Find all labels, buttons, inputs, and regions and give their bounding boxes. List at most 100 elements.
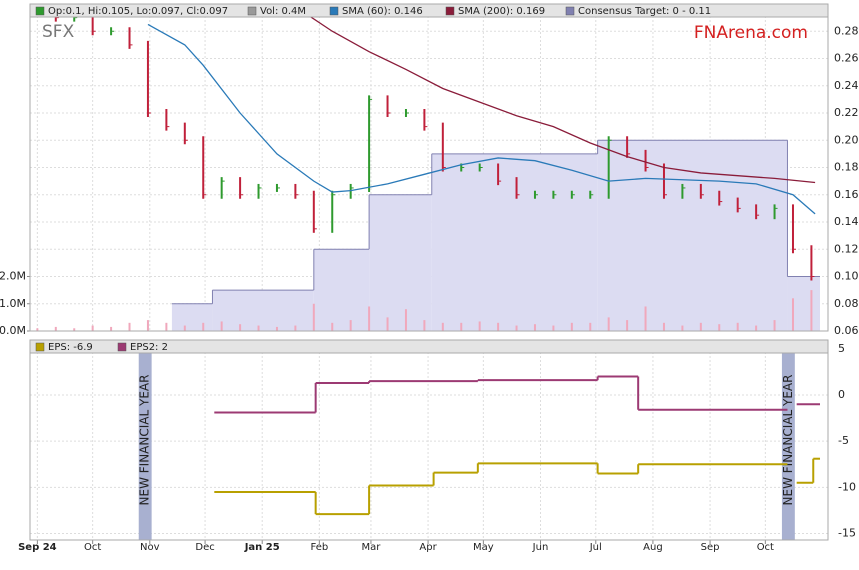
volume-bar xyxy=(73,328,76,331)
x-tick-label: Mar xyxy=(362,542,382,553)
volume-bar xyxy=(533,324,536,331)
sma-line xyxy=(295,6,816,184)
fy-band xyxy=(138,340,152,540)
volume-bar xyxy=(128,322,131,331)
volume-bar xyxy=(91,325,94,331)
y-tick-label: 0.26 xyxy=(834,52,859,65)
volume-bar xyxy=(312,303,315,331)
legend-label: SMA (200): 0.169 xyxy=(458,6,545,17)
x-tick-label: Aug xyxy=(643,542,663,553)
x-tick-label: Jul xyxy=(589,542,602,553)
legend-swatch xyxy=(565,6,575,16)
y-tick-label: 0.08 xyxy=(834,297,859,310)
volume-bar xyxy=(791,298,794,331)
consensus-step xyxy=(597,140,788,331)
consensus-step xyxy=(369,194,432,331)
volume-bar xyxy=(718,324,721,331)
volume-bar xyxy=(736,322,739,331)
volume-bar xyxy=(202,322,205,331)
brand: FNArena.com xyxy=(694,23,808,43)
legend-swatch xyxy=(329,6,339,16)
volume-bar xyxy=(681,325,684,331)
x-tick-label: May xyxy=(473,542,494,553)
x-tick-label: Sep xyxy=(701,542,720,553)
legend-swatch xyxy=(117,342,127,352)
consensus-step xyxy=(313,249,370,331)
volume-bar xyxy=(165,322,168,331)
y-tick-label: 0.22 xyxy=(834,106,859,119)
sma-line xyxy=(147,23,816,215)
consensus-step xyxy=(431,153,598,331)
volume-bar xyxy=(146,320,149,331)
y-tick-label: 0.20 xyxy=(834,133,859,146)
x-tick-label: Sep 24 xyxy=(18,542,57,553)
legend-swatch xyxy=(445,6,455,16)
y-tick-label: 0 xyxy=(838,388,845,401)
y-tick-label: 0.16 xyxy=(834,188,859,201)
x-tick-label: Oct xyxy=(757,542,774,553)
volume-bar xyxy=(386,317,389,331)
volume-bar xyxy=(294,325,297,331)
legend-bar xyxy=(29,3,829,18)
volume-bar xyxy=(239,324,242,331)
y-tick-label: 0.28 xyxy=(834,24,859,37)
y2-tick-label: 0.0M xyxy=(0,324,26,337)
volume-bar xyxy=(36,328,39,331)
y2-tick-label: 1.0M xyxy=(0,297,26,310)
volume-bar xyxy=(570,322,573,331)
volume-bar xyxy=(810,290,813,331)
legend-label: Op:0.1, Hi:0.105, Lo:0.097, Cl:0.097 xyxy=(48,6,228,17)
fy-label: NEW FINANCIAL YEAR xyxy=(781,375,795,506)
y-tick-label: 5 xyxy=(838,342,845,355)
y-tick-label: 0.12 xyxy=(834,242,859,255)
fy-label: NEW FINANCIAL YEAR xyxy=(138,375,152,506)
volume-bar xyxy=(773,320,776,331)
x-tick-label: Feb xyxy=(310,542,328,553)
legend-label: EPS2: 2 xyxy=(130,342,168,353)
ticker-title: SFX xyxy=(42,22,75,42)
volume-bar xyxy=(220,321,223,331)
frame xyxy=(29,339,829,541)
volume-bar xyxy=(404,309,407,331)
volume-bar xyxy=(110,326,113,331)
legend-swatch xyxy=(247,6,257,16)
legend-label: Consensus Target: 0 - 0.11 xyxy=(578,6,711,17)
volume-bar xyxy=(423,320,426,331)
y-tick-label: -15 xyxy=(838,527,856,540)
legend-swatch xyxy=(35,342,45,352)
volume-bar xyxy=(275,326,278,331)
volume-bar xyxy=(368,306,371,331)
consensus-step xyxy=(212,290,314,331)
volume-bar xyxy=(257,325,260,331)
x-tick-label: Jun xyxy=(532,542,549,553)
legend-swatch xyxy=(35,6,45,16)
volume-bar xyxy=(497,322,500,331)
volume-bar xyxy=(460,322,463,331)
y-tick-label: -5 xyxy=(838,434,849,447)
volume-bar xyxy=(441,322,444,331)
volume-bar xyxy=(552,325,555,331)
volume-bar xyxy=(331,322,334,331)
x-tick-label: Dec xyxy=(195,542,214,553)
y-tick-label: 0.24 xyxy=(834,79,859,92)
y-tick-label: 0.10 xyxy=(834,270,859,283)
y-tick-label: -10 xyxy=(838,480,856,493)
consensus-step xyxy=(171,303,213,331)
volume-bar xyxy=(515,325,518,331)
x-tick-label: Jan 25 xyxy=(244,542,280,553)
y-tick-label: 0.06 xyxy=(834,324,859,337)
plot-area xyxy=(29,339,829,541)
y-tick-label: 0.18 xyxy=(834,161,859,174)
volume-bar xyxy=(607,317,610,331)
volume-bar xyxy=(589,322,592,331)
volume-bar xyxy=(699,322,702,331)
y2-tick-label: 2.0M xyxy=(0,270,26,283)
volume-bar xyxy=(183,325,186,331)
volume-bar xyxy=(755,325,758,331)
volume-bar xyxy=(626,320,629,331)
volume-bar xyxy=(478,321,481,331)
legend-label: Vol: 0.4M xyxy=(260,6,306,17)
fy-band xyxy=(781,340,795,540)
x-tick-label: Apr xyxy=(419,542,437,553)
